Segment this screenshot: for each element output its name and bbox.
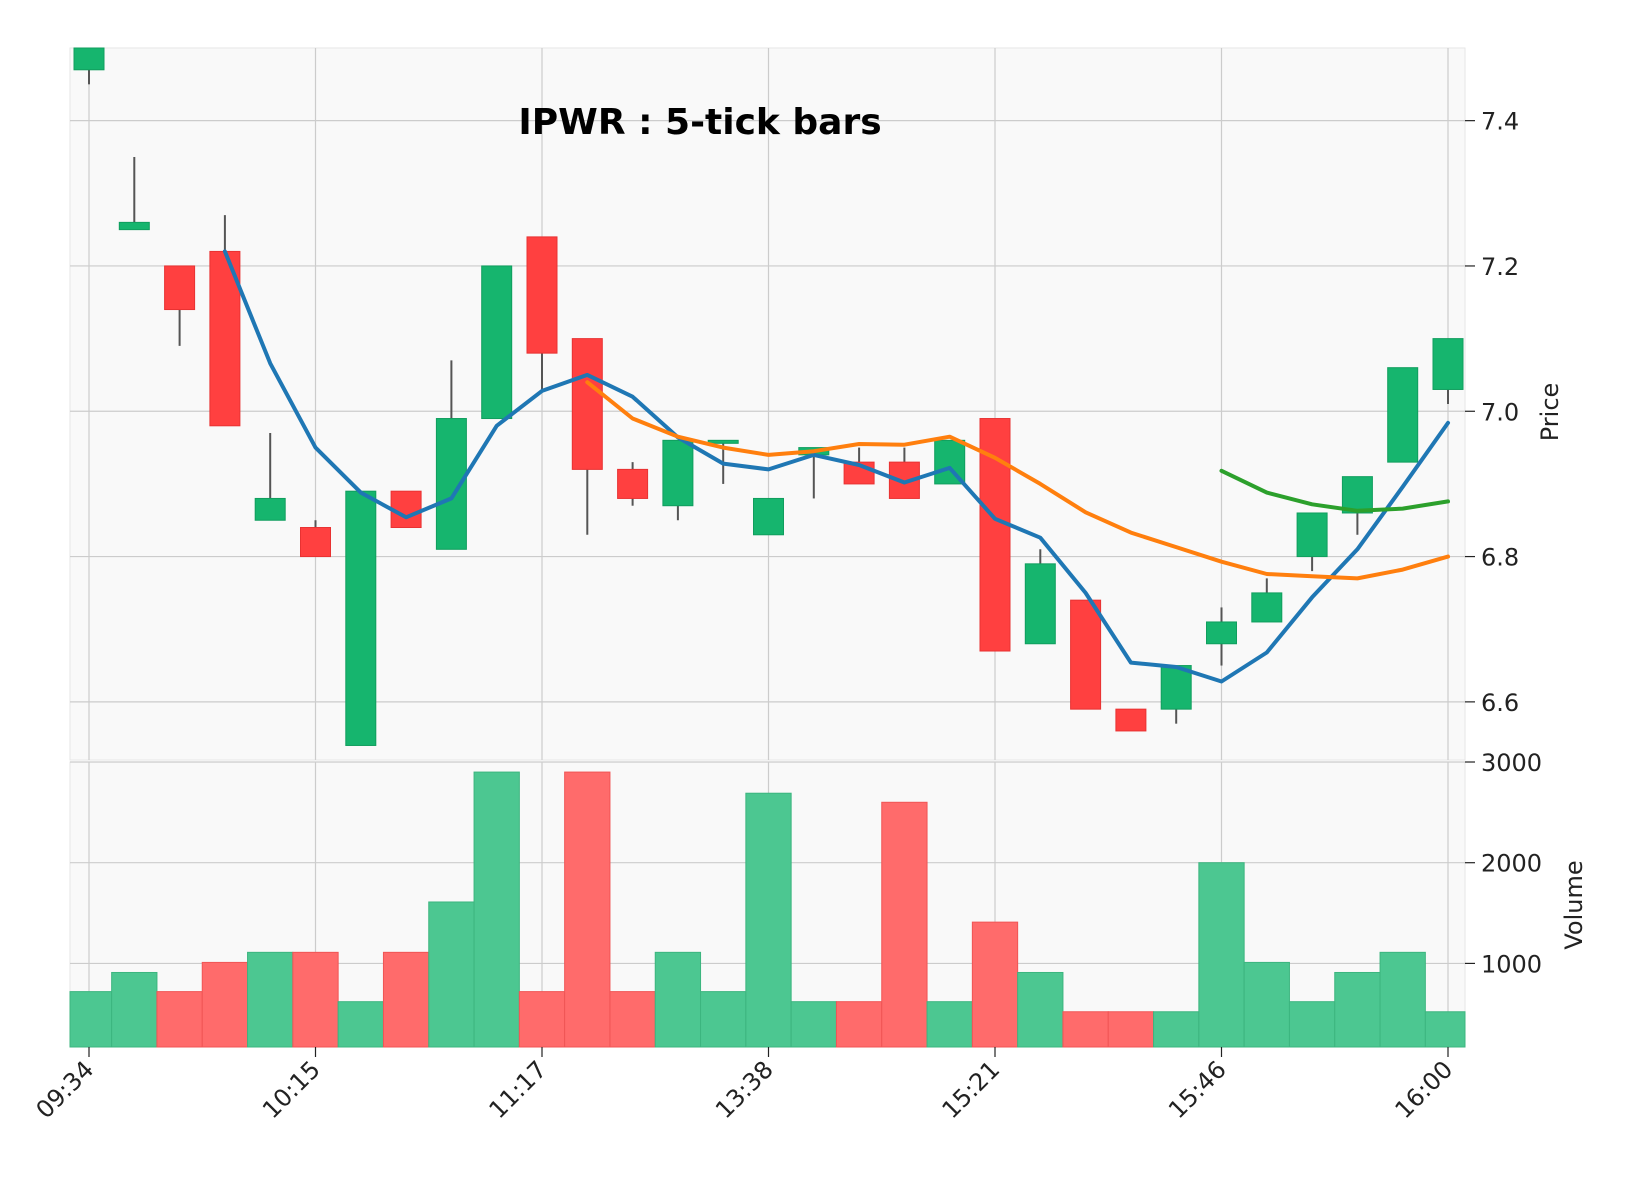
candle-body <box>1341 476 1373 514</box>
candle-body <box>1387 367 1419 463</box>
moving-average-lines <box>222 249 1450 684</box>
volume-bar <box>1017 971 1064 1048</box>
candle-body <box>1160 665 1192 710</box>
candle-body <box>1432 338 1464 390</box>
candle-body <box>300 527 331 558</box>
candle-body <box>481 265 513 420</box>
volume-bar <box>1153 1011 1200 1048</box>
candle-body <box>662 439 694 507</box>
volume-bar <box>292 951 339 1048</box>
volume-bar <box>428 901 475 1048</box>
price-tick-label: 6.6 <box>1481 689 1519 717</box>
moving-average-line <box>1219 468 1450 513</box>
price-tick-label: 7.2 <box>1481 253 1519 281</box>
x-tick-label: 10:15 <box>257 1055 326 1124</box>
volume-bar <box>564 771 611 1048</box>
volume-tick-label: 1000 <box>1481 950 1542 978</box>
volume-bar <box>1107 1011 1155 1048</box>
volume-bar <box>654 951 702 1048</box>
price-axis-title: Price <box>1536 383 1564 442</box>
volume-bar <box>337 1001 384 1048</box>
candle-body <box>1206 621 1237 645</box>
candle-body <box>571 338 603 470</box>
volume-bar <box>201 961 249 1048</box>
candle-body <box>753 497 784 536</box>
x-tick-label: 13:38 <box>710 1055 779 1124</box>
candles <box>73 47 1464 746</box>
volume-bar <box>247 951 294 1048</box>
price-tick-label: 7.0 <box>1481 398 1519 426</box>
volume-bar <box>926 1001 973 1048</box>
candle-body <box>1070 599 1102 710</box>
price-tick-label: 7.4 <box>1481 108 1519 136</box>
volume-bar <box>111 971 158 1048</box>
x-tick-label: 15:21 <box>937 1055 1006 1124</box>
volume-tick-label: 3000 <box>1481 749 1542 777</box>
volume-bar <box>609 991 656 1048</box>
candle-body <box>73 47 105 71</box>
candle-body <box>164 265 196 311</box>
candle-body <box>254 497 286 521</box>
volume-bar <box>156 991 203 1048</box>
time-axis-ticks: 09:34 10:15 11:17 13:38 15:21 15:46 16:00 <box>31 1047 1459 1124</box>
moving-average-line <box>222 249 1450 684</box>
x-tick-label: 11:17 <box>484 1055 553 1124</box>
volume-axis-ticks: 1000 2000 3000 <box>1465 749 1542 978</box>
candle-body <box>1251 592 1283 623</box>
candle-body <box>118 221 150 231</box>
volume-bar <box>745 792 792 1048</box>
volume-bars <box>69 771 1466 1048</box>
price-tick-label: 6.8 <box>1481 544 1519 572</box>
volume-bar <box>382 951 430 1048</box>
volume-bar <box>700 991 747 1048</box>
volume-bar <box>835 1001 883 1048</box>
volume-bar <box>473 771 520 1048</box>
candle-body <box>1115 708 1147 732</box>
volume-bar <box>1424 1011 1466 1048</box>
volume-tick-label: 2000 <box>1481 850 1542 878</box>
moving-average-line <box>585 380 1450 581</box>
volume-bar <box>971 921 1019 1048</box>
x-tick-label: 09:34 <box>31 1055 100 1124</box>
candle-body <box>617 468 649 499</box>
volume-bar <box>1198 862 1245 1048</box>
x-tick-label: 16:00 <box>1390 1055 1459 1124</box>
candle-body <box>707 439 739 444</box>
volume-bar <box>1062 1011 1109 1048</box>
candle-body <box>345 490 377 746</box>
volume-bar <box>69 991 113 1048</box>
candle-body <box>526 236 558 354</box>
price-axis-ticks: 6.6 6.8 7.0 7.2 7.4 <box>1465 108 1519 717</box>
volume-bar <box>790 1001 837 1048</box>
volume-bar <box>1243 961 1290 1048</box>
volume-bar <box>881 801 928 1048</box>
chart-title: IPWR : 5-tick bars <box>518 102 881 143</box>
volume-axis-title: Volume <box>1560 860 1588 949</box>
price-panel-background <box>69 47 1466 761</box>
volume-bar <box>1334 971 1381 1048</box>
volume-bar <box>518 991 566 1048</box>
candle-body <box>1024 563 1056 645</box>
candle-body <box>1296 512 1328 558</box>
volume-bar <box>1379 951 1426 1048</box>
volume-bar <box>1288 1001 1336 1048</box>
x-tick-label: 15:46 <box>1163 1055 1232 1124</box>
